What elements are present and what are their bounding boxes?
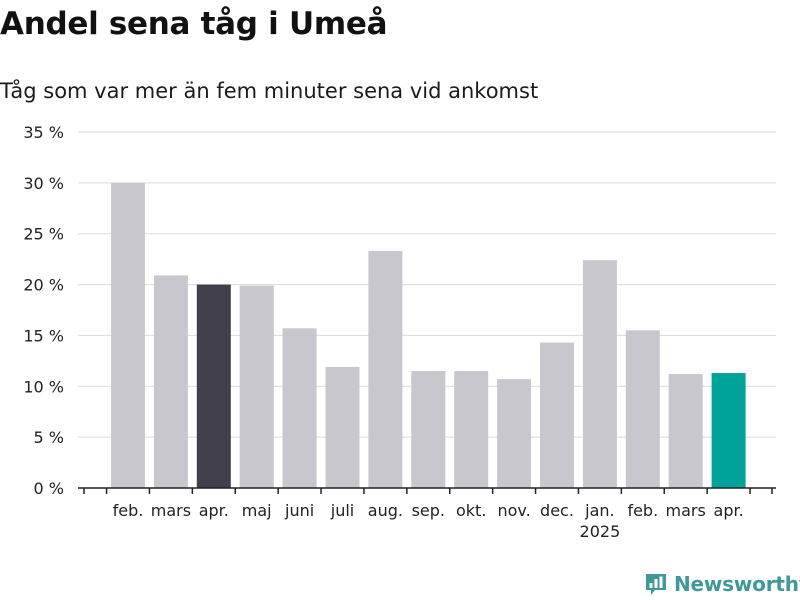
- x-tick-label: jan.: [584, 501, 614, 520]
- y-tick-label: 0 %: [34, 479, 64, 498]
- y-tick-label: 5 %: [34, 428, 64, 447]
- x-tick-label: okt.: [456, 501, 486, 520]
- bar: [325, 366, 360, 488]
- chart-title: Andel sena tåg i Umeå: [0, 6, 388, 42]
- x-tick-label: feb.: [627, 501, 658, 520]
- bar: [153, 275, 188, 488]
- bar: [239, 285, 274, 488]
- bar: [411, 371, 446, 488]
- bar: [196, 284, 231, 488]
- bar: [282, 328, 317, 488]
- newsworthy-icon: [646, 574, 666, 595]
- x-tick-label: mars: [666, 501, 706, 520]
- x-tick-label: apr.: [199, 501, 229, 520]
- y-tick-label: 30 %: [23, 174, 64, 193]
- brand-name: Newsworthy: [674, 572, 800, 596]
- bar: [711, 373, 746, 488]
- x-year-label: 2025: [580, 522, 621, 541]
- x-tick-label: feb.: [113, 501, 144, 520]
- x-tick-label: maj: [242, 501, 272, 520]
- x-tick-label: nov.: [497, 501, 530, 520]
- x-tick-label: mars: [151, 501, 191, 520]
- y-tick-label: 10 %: [23, 377, 64, 396]
- y-tick-label: 35 %: [23, 123, 64, 142]
- x-tick-label: juni: [284, 501, 314, 520]
- bar: [368, 251, 403, 488]
- bar: [454, 371, 489, 488]
- bar: [497, 379, 532, 488]
- bar: [668, 374, 703, 488]
- chart-subtitle: Tåg som var mer än fem minuter sena vid …: [0, 79, 539, 103]
- bar: [582, 260, 617, 488]
- x-tick-label: juli: [330, 501, 354, 520]
- y-tick-label: 20 %: [23, 276, 64, 295]
- newsworthy-logo: Newsworthy: [644, 569, 800, 599]
- x-tick-label: aug.: [368, 501, 403, 520]
- x-tick-label: dec.: [540, 501, 574, 520]
- bar: [625, 330, 660, 488]
- bar: [540, 342, 574, 488]
- x-tick-label: apr.: [714, 501, 744, 520]
- y-tick-label: 15 %: [23, 326, 64, 345]
- bar: [111, 182, 145, 488]
- x-tick-label: sep.: [412, 501, 445, 520]
- y-tick-label: 25 %: [23, 225, 64, 244]
